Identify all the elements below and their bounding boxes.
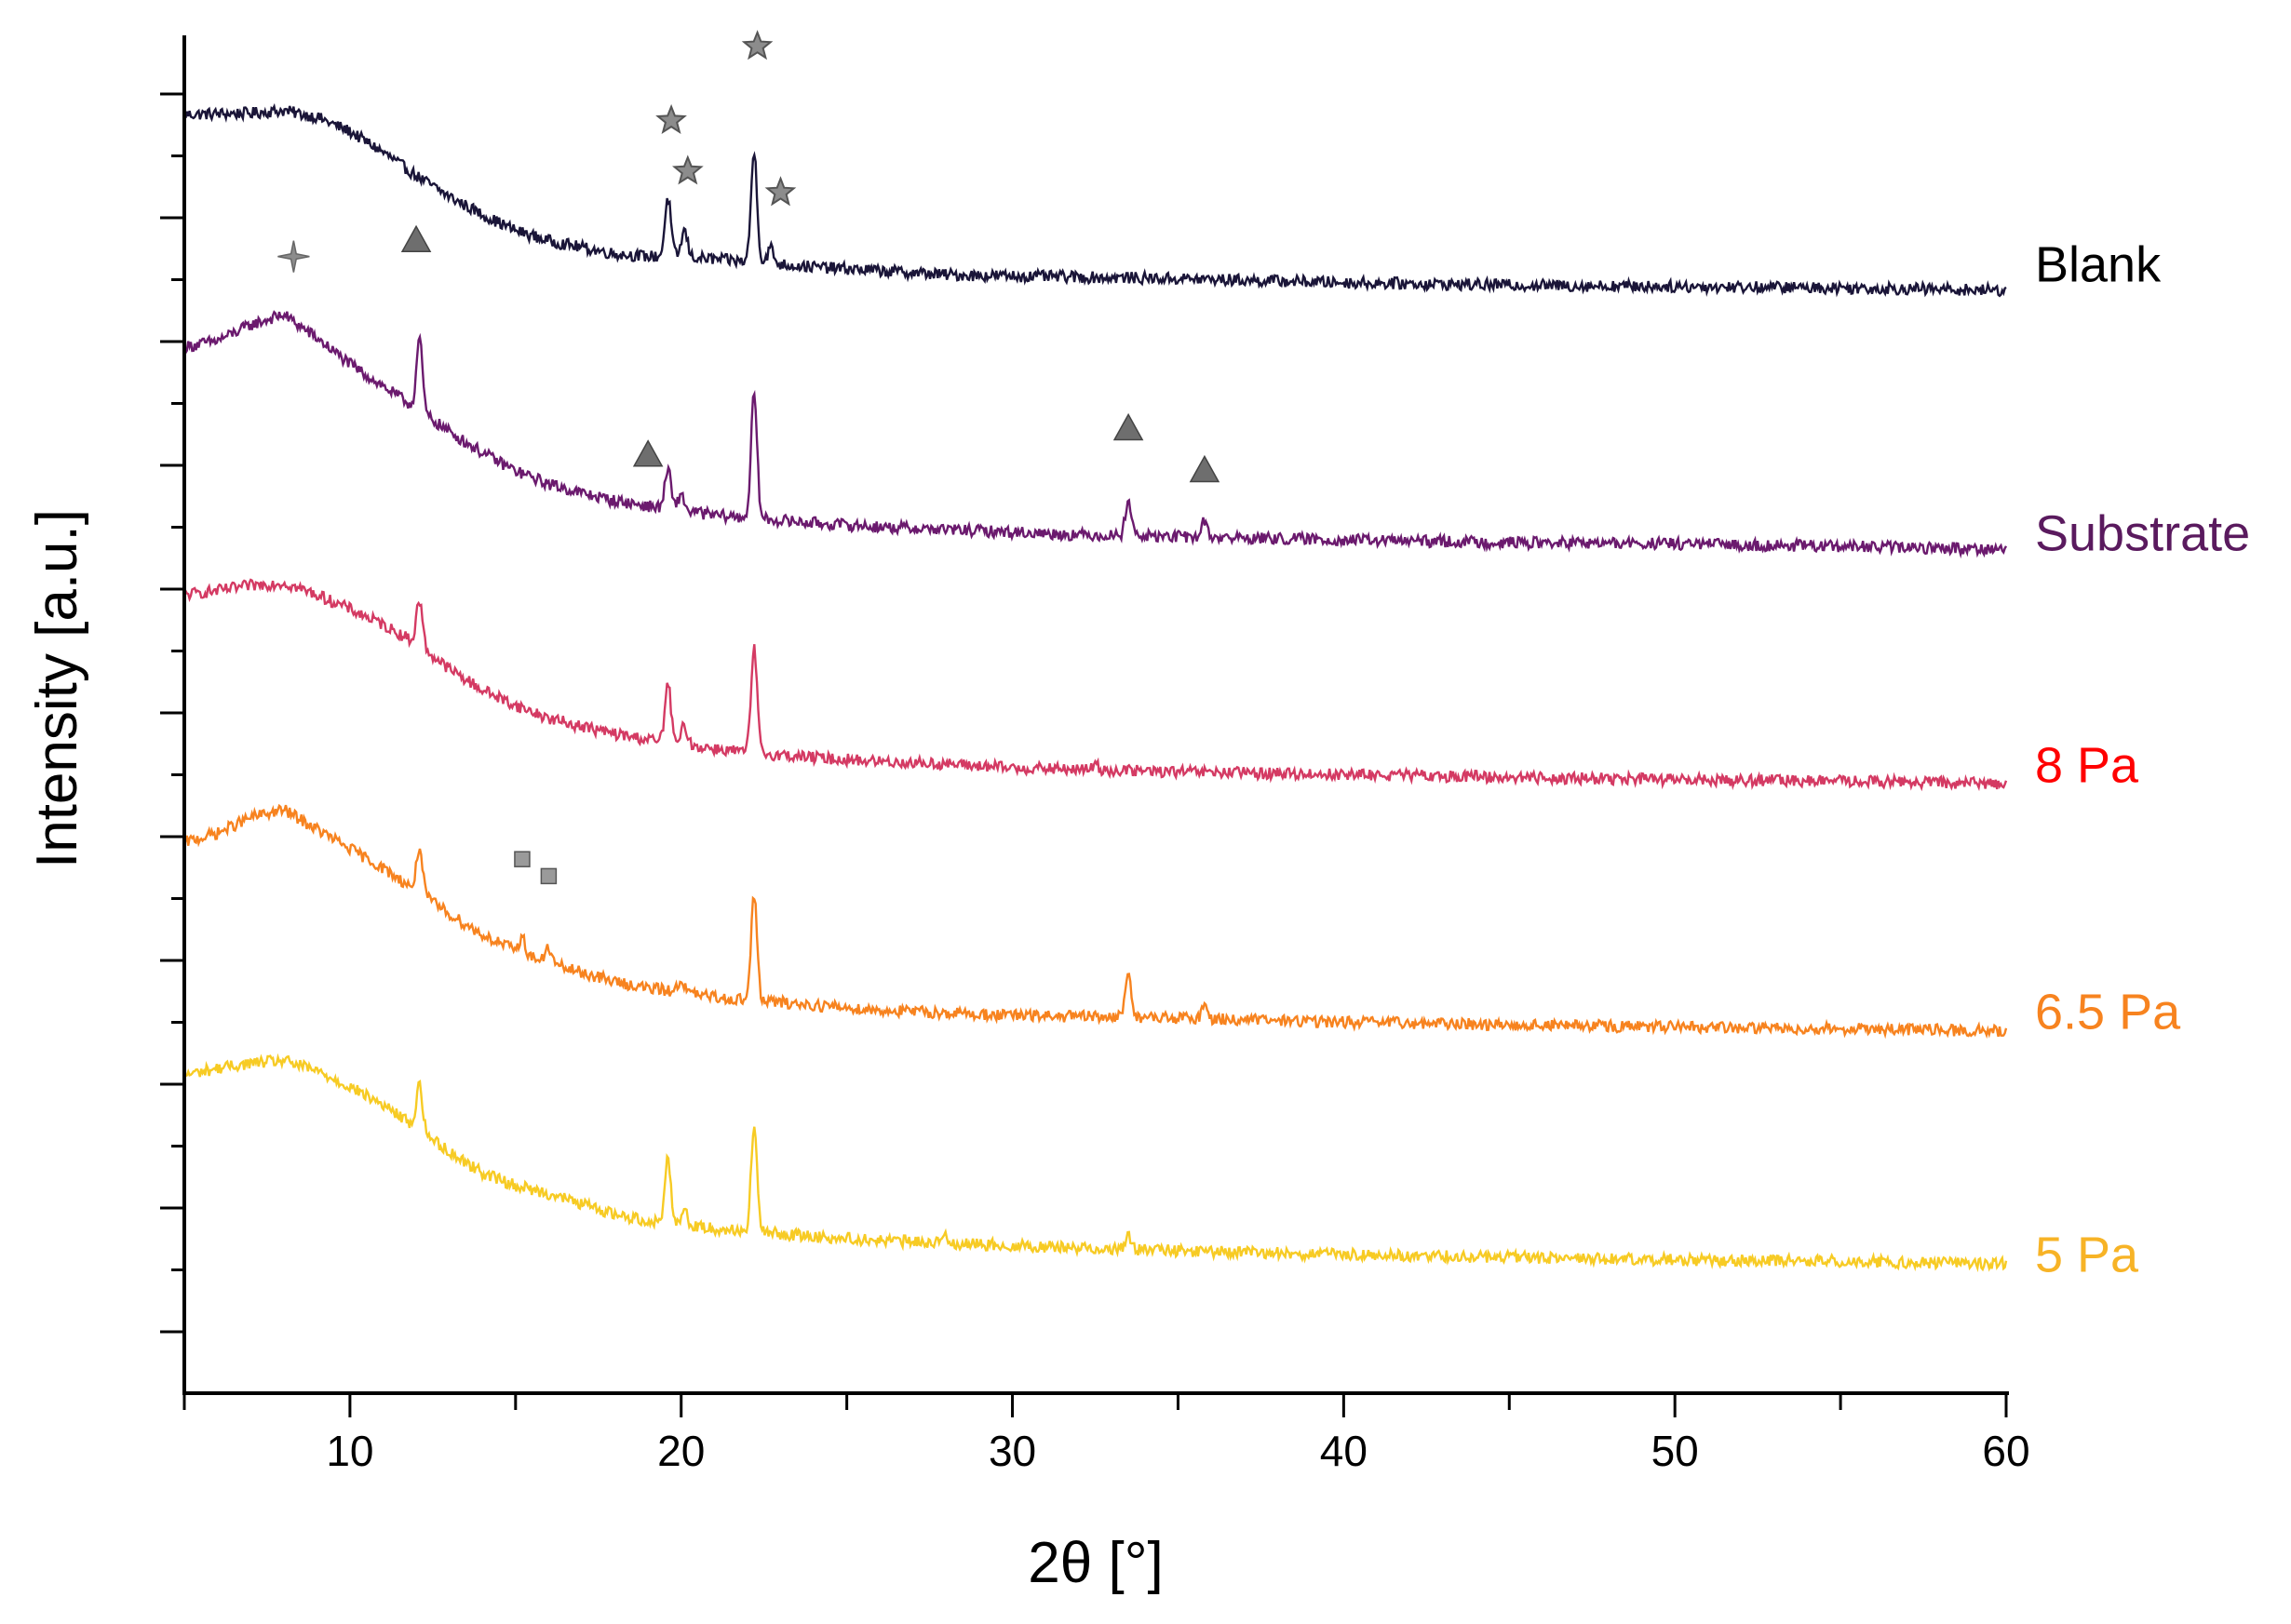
peak-marker-1-4-triangle-icon xyxy=(1189,454,1220,483)
y-axis-title: Intensity [a.u.] xyxy=(25,509,89,868)
y-ticks xyxy=(160,92,184,1334)
peak-marker-0-2-star-icon xyxy=(741,30,774,60)
peak-marker-1-0-cross-star-icon xyxy=(277,240,310,273)
series-line-3 xyxy=(182,803,2008,1040)
series-line-0 xyxy=(182,102,2007,298)
x-tick-label: 40 xyxy=(1320,1427,1368,1475)
x-tick-label: 50 xyxy=(1651,1427,1699,1475)
x-tick-label: 10 xyxy=(326,1427,373,1475)
series-labels: Blank Substrate 8 Pa 6.5 Pa 5 Pa xyxy=(2035,236,2250,1282)
peak-marker-3-0-square-icon xyxy=(514,851,531,867)
series-label-2: 8 Pa xyxy=(2035,737,2139,793)
plot-area xyxy=(182,30,2008,1273)
series-line-1 xyxy=(182,310,2008,559)
series-label-0: Blank xyxy=(2035,236,2162,292)
series-line-2 xyxy=(183,578,2008,792)
peak-marker-1-2-triangle-icon xyxy=(632,439,664,467)
peak-marker-0-3-star-icon xyxy=(764,176,797,207)
peak-marker-0-0-star-icon xyxy=(655,103,687,135)
x-tick-label: 30 xyxy=(989,1427,1036,1475)
peak-marker-1-3-triangle-icon xyxy=(1112,412,1144,441)
axes: 10 20 30 40 50 60 xyxy=(160,35,2030,1475)
x-axis-title: 2θ [°] xyxy=(1028,1531,1163,1595)
x-tick-label: 20 xyxy=(657,1427,705,1475)
peak-marker-1-1-triangle-icon xyxy=(400,224,432,253)
series-line-4 xyxy=(182,1053,2008,1273)
peak-marker-3-1-square-icon xyxy=(540,867,558,885)
series-label-1: Substrate xyxy=(2035,505,2250,561)
x-tick-label: 60 xyxy=(1982,1427,2029,1475)
peak-marker-0-1-star-icon xyxy=(672,154,704,185)
series-label-3: 6.5 Pa xyxy=(2035,984,2181,1040)
x-ticks: 10 20 30 40 50 60 xyxy=(182,1393,2030,1475)
series-label-4: 5 Pa xyxy=(2035,1227,2139,1282)
